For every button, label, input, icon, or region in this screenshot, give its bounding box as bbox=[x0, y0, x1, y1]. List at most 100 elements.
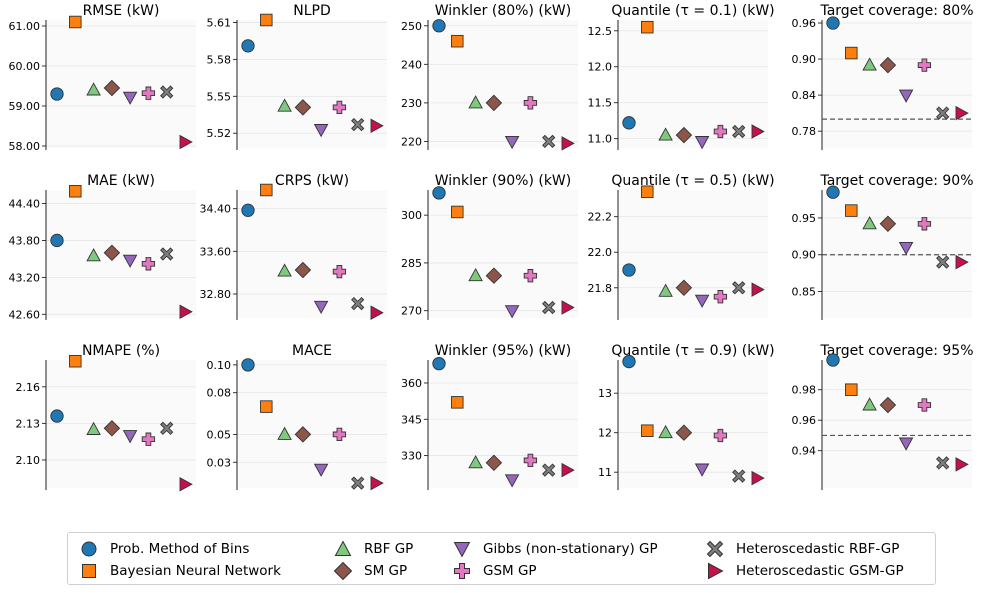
point-triangle-down-5 bbox=[122, 254, 138, 268]
y-tick-label: 270 bbox=[401, 305, 422, 318]
point-plus-6 bbox=[713, 428, 728, 443]
point-plus-6 bbox=[332, 100, 347, 115]
y-tick-label: 21.8 bbox=[588, 282, 613, 295]
point-plus-6 bbox=[523, 96, 538, 110]
point-triangle-right-8 bbox=[751, 470, 765, 486]
panel-12: 0.03 0.05 0.08 0.10 MACE bbox=[207, 343, 387, 491]
point-square-2 bbox=[641, 424, 654, 437]
panel-title: Quantile (τ = 0.1) (kW) bbox=[611, 3, 774, 19]
point-diamond-4 bbox=[675, 424, 693, 441]
point-circle-1 bbox=[241, 203, 255, 217]
panel-title: NMAPE (%) bbox=[82, 343, 160, 359]
point-square-2 bbox=[69, 184, 82, 198]
square-marker-icon bbox=[82, 564, 96, 578]
legend-label: Gibbs (non-stationary) GP bbox=[483, 541, 658, 557]
legend: Prob. Method of Bins Bayesian Neural Net… bbox=[67, 532, 936, 585]
legend-label: RBF GP bbox=[364, 541, 414, 557]
point-triangle-down-5 bbox=[504, 474, 520, 488]
y-tick-label: 345 bbox=[401, 413, 422, 426]
y-tick-label: 230 bbox=[401, 97, 422, 110]
panel-title: MAE (kW) bbox=[87, 173, 155, 189]
point-triangle-up-3 bbox=[277, 426, 292, 440]
y-tick-label: 11.5 bbox=[588, 97, 613, 110]
point-triangle-right-8 bbox=[179, 304, 193, 320]
point-triangle-up-3 bbox=[468, 267, 483, 282]
x-marker-icon bbox=[706, 540, 724, 558]
panel-title: MACE bbox=[292, 343, 332, 359]
y-tick-label: 34.40 bbox=[200, 203, 232, 216]
plot-area bbox=[618, 190, 768, 318]
legend-label: Heteroscedastic GSM-GP bbox=[736, 563, 904, 579]
panel-6: 42.60 43.20 43.80 44.40 MAE (kW) bbox=[9, 173, 196, 321]
plot-area bbox=[237, 190, 387, 318]
point-diamond-4 bbox=[294, 261, 312, 279]
y-tick-label: 22.2 bbox=[588, 211, 613, 224]
y-tick-label: 43.80 bbox=[9, 234, 41, 247]
point-triangle-right-8 bbox=[561, 136, 575, 151]
panel-title: Target coverage: 80% bbox=[819, 3, 973, 19]
point-triangle-up-3 bbox=[86, 248, 101, 262]
legend-label: SM GP bbox=[364, 563, 408, 579]
point-plus-6 bbox=[141, 432, 156, 446]
point-plus-6 bbox=[141, 86, 156, 100]
point-circle-1 bbox=[826, 185, 840, 199]
point-square-2 bbox=[451, 396, 464, 409]
point-triangle-down-5 bbox=[313, 463, 329, 477]
point-x-7 bbox=[351, 476, 365, 490]
point-x-7 bbox=[542, 463, 556, 477]
point-circle-1 bbox=[826, 353, 840, 367]
y-tick-label: 11.0 bbox=[588, 133, 613, 146]
plot-area bbox=[237, 20, 387, 148]
plot-area bbox=[822, 20, 972, 148]
y-tick-label: 2.10 bbox=[16, 454, 41, 467]
panel-9: 21.8 22.0 22.2 Quantile (τ = 0.5) (kW) bbox=[588, 173, 775, 320]
plot-area bbox=[618, 20, 768, 148]
circle-marker-icon bbox=[81, 541, 97, 557]
legend-label: Heteroscedastic RBF-GP bbox=[736, 541, 900, 557]
point-diamond-4 bbox=[675, 126, 693, 144]
point-square-2 bbox=[641, 185, 654, 199]
y-tick-label: 0.96 bbox=[792, 17, 817, 30]
point-plus-6 bbox=[332, 427, 347, 442]
panel-2: 5.52 5.55 5.58 5.61 NLPD bbox=[207, 3, 387, 150]
point-circle-1 bbox=[826, 16, 840, 30]
y-tick-label: 0.94 bbox=[792, 445, 817, 458]
panel-title: Quantile (τ = 0.5) (kW) bbox=[611, 173, 774, 189]
plot-area bbox=[428, 20, 578, 148]
point-square-2 bbox=[260, 400, 273, 413]
point-plus-6 bbox=[917, 398, 932, 412]
point-triangle-down-5 bbox=[122, 430, 138, 444]
point-triangle-right-8 bbox=[561, 300, 575, 315]
panel-11: 2.10 2.13 2.16 NMAPE (%) bbox=[16, 343, 196, 492]
point-plus-6 bbox=[713, 290, 728, 304]
diamond-marker-icon bbox=[334, 562, 352, 580]
point-triangle-up-3 bbox=[862, 57, 877, 71]
y-tick-label: 0.05 bbox=[207, 428, 232, 441]
point-triangle-right-8 bbox=[955, 105, 969, 121]
point-triangle-down-5 bbox=[122, 91, 138, 105]
y-tick-label: 0.84 bbox=[792, 89, 817, 102]
point-plus-6 bbox=[917, 217, 932, 231]
point-triangle-up-3 bbox=[277, 98, 292, 112]
point-x-7 bbox=[351, 117, 365, 132]
point-triangle-up-3 bbox=[658, 424, 673, 439]
point-plus-6 bbox=[713, 124, 728, 139]
point-diamond-4 bbox=[294, 426, 312, 443]
panel-1: 58.00 59.00 60.00 61.00 RMSE (kW) bbox=[9, 3, 196, 153]
point-square-2 bbox=[641, 20, 654, 34]
panel-3: 220 230 240 250 Winkler (80%) (kW) bbox=[401, 3, 578, 151]
point-circle-1 bbox=[241, 39, 255, 53]
point-triangle-down-5 bbox=[504, 305, 520, 319]
point-triangle-right-8 bbox=[561, 462, 575, 478]
y-tick-label: 43.20 bbox=[9, 271, 41, 284]
y-tick-label: 0.85 bbox=[792, 286, 817, 299]
panel-title: Target coverage: 95% bbox=[819, 343, 973, 359]
panel-title: Winkler (80%) (kW) bbox=[435, 3, 571, 19]
point-diamond-4 bbox=[879, 396, 897, 414]
point-diamond-4 bbox=[879, 56, 897, 74]
point-x-7 bbox=[936, 456, 950, 470]
point-plus-6 bbox=[523, 269, 538, 283]
point-circle-1 bbox=[622, 263, 636, 277]
point-square-2 bbox=[451, 34, 464, 48]
